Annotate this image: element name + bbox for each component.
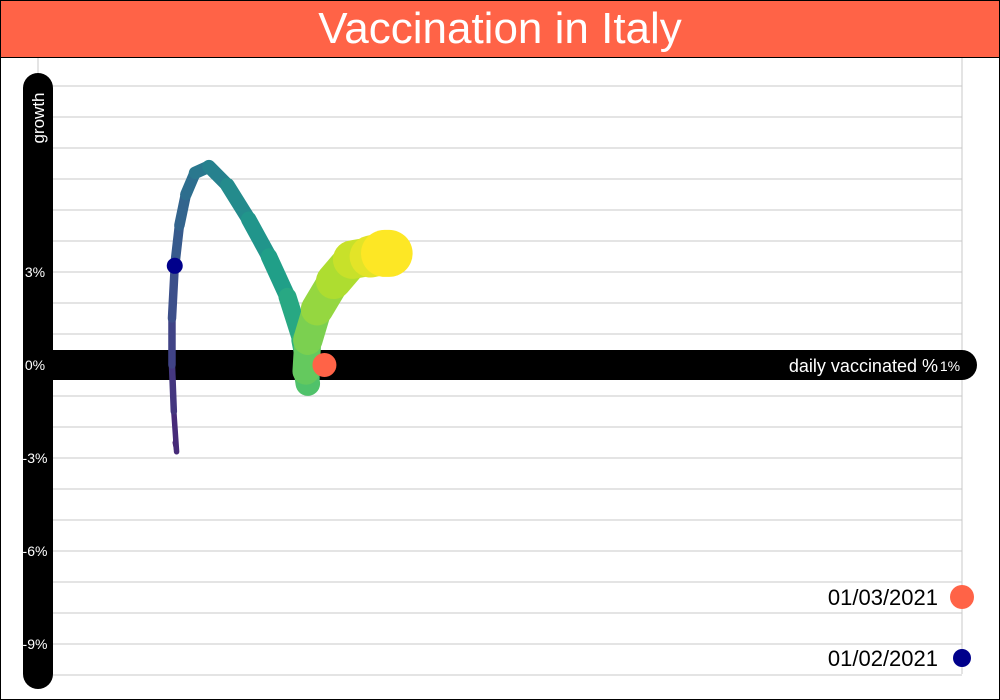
series-segment [171,408,180,455]
legend-marker [950,585,974,609]
x-tick-label: 1% [940,358,960,374]
y-tick-label: 3% [25,264,45,280]
y-tick-label: -3% [23,450,48,466]
y-tick-label: 0% [25,357,45,373]
date-marker [166,257,183,274]
series-segment [167,261,180,323]
series-path [167,159,413,455]
y-tick-label: -6% [23,543,48,559]
y-axis-label: growth [29,92,48,143]
series-segment [168,361,178,415]
x-axis-label: daily vaccinated % [789,356,938,376]
legend-label: 01/03/2021 [828,585,938,610]
chart-title: Vaccination in Italy [318,4,682,53]
date-marker [312,353,337,377]
y-tick-label: -9% [23,636,48,652]
legend: 01/03/2021 01/02/2021 [828,585,974,671]
legend-label: 01/02/2021 [828,646,938,671]
title-bar: Vaccination in Italy [1,1,999,58]
axes: 3% 0% -3% -6% -9% 1%daily vaccinated % growth [23,73,977,689]
markers [166,257,337,377]
legend-marker [953,649,971,667]
